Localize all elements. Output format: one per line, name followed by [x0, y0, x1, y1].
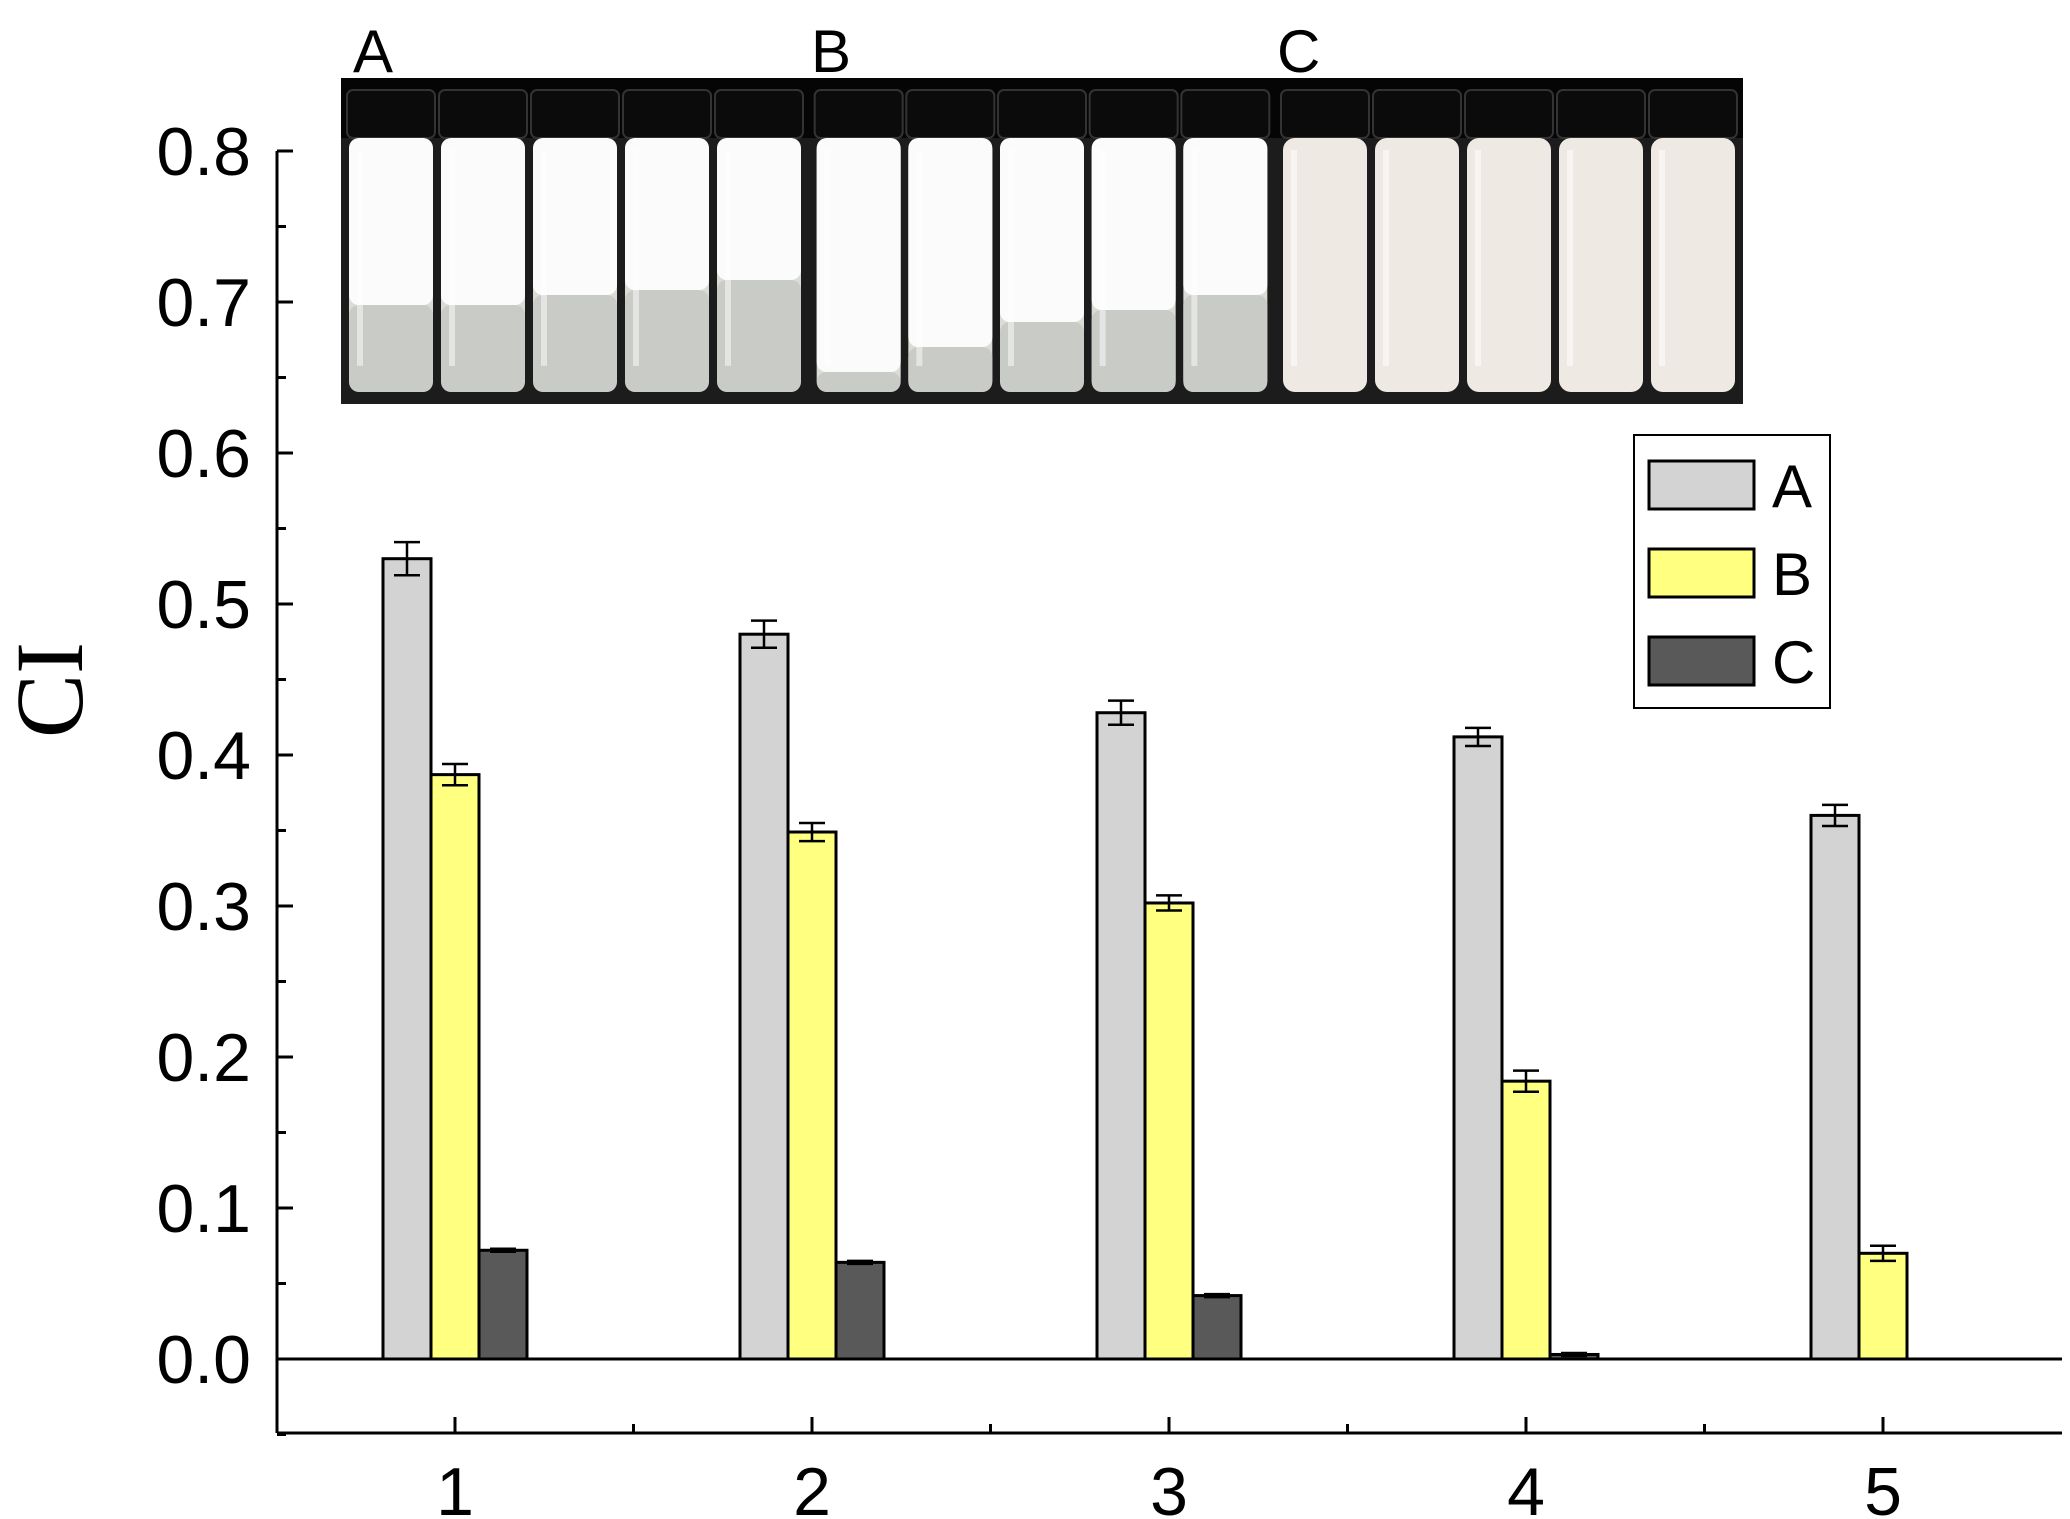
vial-highlight — [449, 150, 455, 366]
vial-cap — [346, 89, 436, 139]
y-tick-label: 0.0 — [156, 1322, 251, 1398]
x-tick-label: 2 — [793, 1454, 831, 1519]
legend: ABC — [1633, 434, 1831, 709]
bar-A-1 — [381, 557, 433, 1361]
vial-highlight — [1659, 150, 1665, 366]
x-tick-label: 1 — [436, 1454, 474, 1519]
vial-cream-layer — [349, 138, 433, 305]
bar-B-3 — [1143, 901, 1195, 1361]
axes: 0.0 0.1 0.2 0.3 0.4 0.5 0.6 0.7 0.8 1 2 3 4 5 — [156, 114, 2062, 1519]
vial-highlight — [357, 150, 363, 366]
vial-highlight — [1475, 150, 1481, 366]
y-tick-label: 0.8 — [156, 114, 251, 190]
y-tick-label: 0.3 — [156, 869, 251, 945]
vial-highlight — [1383, 150, 1389, 366]
vial-cream-layer — [1000, 138, 1084, 322]
vial-cap — [1088, 89, 1179, 139]
vial-cap — [622, 89, 712, 139]
vial-cap — [997, 89, 1087, 139]
vial-highlight — [1291, 150, 1297, 366]
bar-A-3 — [1095, 711, 1147, 1361]
photo-label-B: B — [811, 18, 851, 85]
vial-cap — [813, 89, 904, 139]
y-tick-label: 0.7 — [156, 265, 251, 341]
bar-B-5 — [1857, 1251, 1909, 1361]
vial-cream-layer — [717, 138, 801, 280]
vial-body — [1467, 138, 1551, 392]
vial-highlight — [1099, 150, 1106, 366]
vial-cap — [714, 89, 804, 139]
bar-A-5 — [1809, 813, 1861, 1361]
vial-cream-layer — [441, 138, 525, 305]
x-tick-label: 4 — [1507, 1454, 1545, 1519]
vial-serum-layer — [1091, 310, 1176, 392]
vial-serum-layer — [717, 280, 801, 392]
x-tick-label: 3 — [1150, 1454, 1188, 1519]
bars — [277, 540, 2062, 1361]
vial-serum-layer — [1000, 322, 1084, 392]
inset-photos: A B C — [341, 18, 1743, 404]
legend-swatch-C — [1647, 635, 1756, 687]
bar-C-2 — [834, 1260, 886, 1361]
vial-cream-layer — [1091, 138, 1176, 310]
vial-cream-layer — [1183, 138, 1268, 295]
vial-body — [1283, 138, 1367, 392]
bar-A-2 — [738, 632, 790, 1361]
vial-body — [1559, 138, 1643, 392]
vial-cream-layer — [908, 138, 993, 347]
legend-label-C: C — [1772, 629, 1815, 696]
vial-highlight — [633, 150, 639, 366]
legend-swatch-B — [1647, 547, 1756, 599]
bar-C-3 — [1191, 1294, 1243, 1361]
bar-A-4 — [1452, 735, 1504, 1361]
vial-cream-layer — [533, 138, 617, 295]
legend-label-B: B — [1772, 541, 1812, 608]
vial-cap — [1280, 89, 1370, 139]
y-tick-label: 0.6 — [156, 416, 251, 492]
legend-swatch-A — [1647, 459, 1756, 511]
vial-cream-layer — [625, 138, 709, 290]
vial-cap — [1464, 89, 1554, 139]
vial-serum-layer — [1183, 295, 1268, 392]
vial-highlight — [725, 150, 731, 366]
y-tick-label: 0.5 — [156, 567, 251, 643]
vial-serum-layer — [533, 295, 617, 392]
vial-highlight — [541, 150, 547, 366]
y-tick-label: 0.4 — [156, 718, 251, 794]
vial-serum-layer — [908, 347, 993, 392]
vial-body — [1651, 138, 1735, 392]
vial-cap — [905, 89, 996, 139]
vial-body — [1375, 138, 1459, 392]
y-axis-title: CI — [0, 642, 103, 738]
y-tick-label: 0.2 — [156, 1020, 251, 1096]
vial-serum-layer — [441, 305, 525, 392]
vial-cap — [1180, 89, 1271, 139]
vial-highlight — [824, 150, 831, 366]
bar-B-4 — [1500, 1079, 1552, 1361]
vial-highlight — [916, 150, 923, 366]
photo-label-A: A — [353, 18, 393, 85]
x-tick-label: 5 — [1864, 1454, 1902, 1519]
vial-cap — [530, 89, 620, 139]
vial-highlight — [1567, 150, 1573, 366]
vial-highlight — [1008, 150, 1014, 366]
vial-serum-layer — [349, 305, 433, 392]
vial-highlight — [1191, 150, 1198, 366]
photo-label-C: C — [1277, 18, 1320, 85]
vial-cap — [1556, 89, 1646, 139]
bar-C-1 — [477, 1248, 529, 1361]
y-tick-label: 0.1 — [156, 1171, 251, 1247]
bar-B-1 — [429, 773, 481, 1361]
vial-cream-layer — [816, 138, 901, 372]
vial-serum-layer — [625, 290, 709, 392]
legend-label-A: A — [1772, 453, 1812, 520]
bar-B-2 — [786, 830, 838, 1361]
vial-cap — [1648, 89, 1738, 139]
vial-serum-layer — [816, 372, 901, 392]
vial-cap — [1372, 89, 1462, 139]
vial-cap — [438, 89, 528, 139]
